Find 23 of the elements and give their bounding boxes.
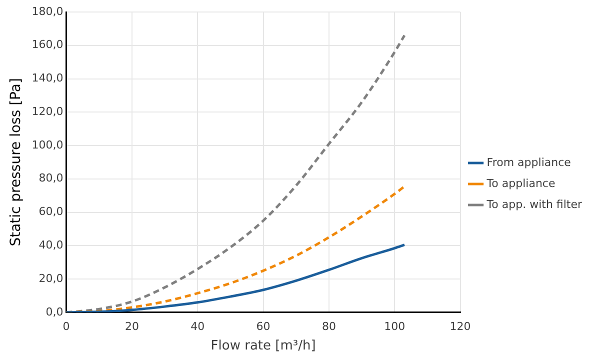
x-tick-label: 80 [322,320,336,333]
x-tick-label: 100 [384,320,406,333]
y-tick-label: 60,0 [38,205,64,218]
y-tick-label: 20,0 [38,272,64,285]
x-tick-label: 20 [124,320,139,333]
x-tick-label: 60 [256,320,270,333]
y-tick-label: 80,0 [38,172,64,185]
x-tick-label: 40 [190,320,205,333]
line-series [66,244,406,312]
y-tick-label: 100,0 [32,138,64,152]
y-tick-label: 0,0 [46,305,64,318]
y-tick-label: 40,0 [38,238,64,252]
legend-label: From appliance [486,156,572,169]
legend-label: To appliance [486,176,556,190]
y-tick-label: 120,0 [32,104,64,118]
y-axis-title: Static pressure loss [Pa] [8,78,24,246]
x-tick-label: 0 [62,320,70,333]
legend-label: To app. with filter [486,198,582,211]
y-tick-label: 160,0 [32,38,64,52]
y-tick-label: 180,0 [32,4,64,18]
x-axis-title: Flow rate [m³/h] [210,338,316,354]
x-tick-label: 120 [450,320,471,333]
y-tick-label: 140,0 [32,72,64,85]
